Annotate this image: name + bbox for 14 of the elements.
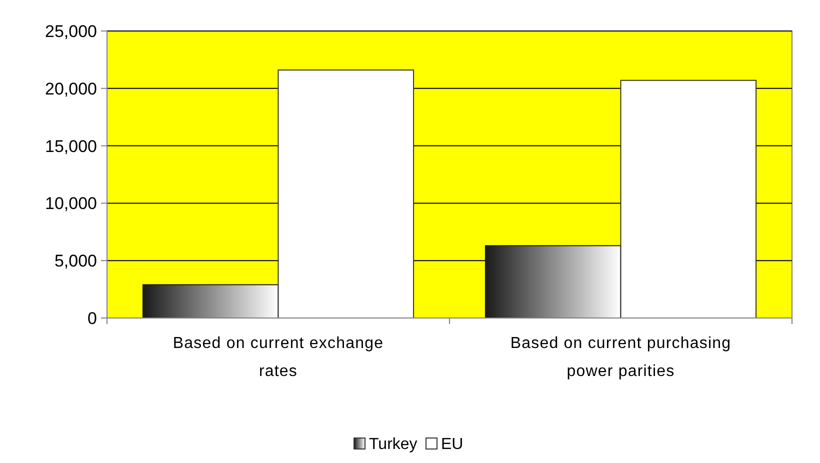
legend-label: Turkey: [369, 436, 418, 453]
x-tick-label: Based on current exchange rates: [172, 335, 384, 380]
bar: [278, 70, 414, 318]
y-tick-label: 0: [88, 308, 97, 328]
y-tick-label: 5,000: [54, 252, 97, 271]
legend-label: EU: [441, 436, 464, 453]
y-tick-label: 25,000: [45, 22, 97, 41]
y-tick-label: 10,000: [45, 194, 97, 214]
y-tick-label: 20,000: [45, 79, 97, 98]
bar: [620, 80, 757, 318]
bar: [142, 284, 279, 318]
y-tick-label: 15,000: [45, 136, 97, 156]
x-tick-label: Based on current purchasing power parities: [510, 335, 732, 380]
bar: [484, 245, 622, 318]
